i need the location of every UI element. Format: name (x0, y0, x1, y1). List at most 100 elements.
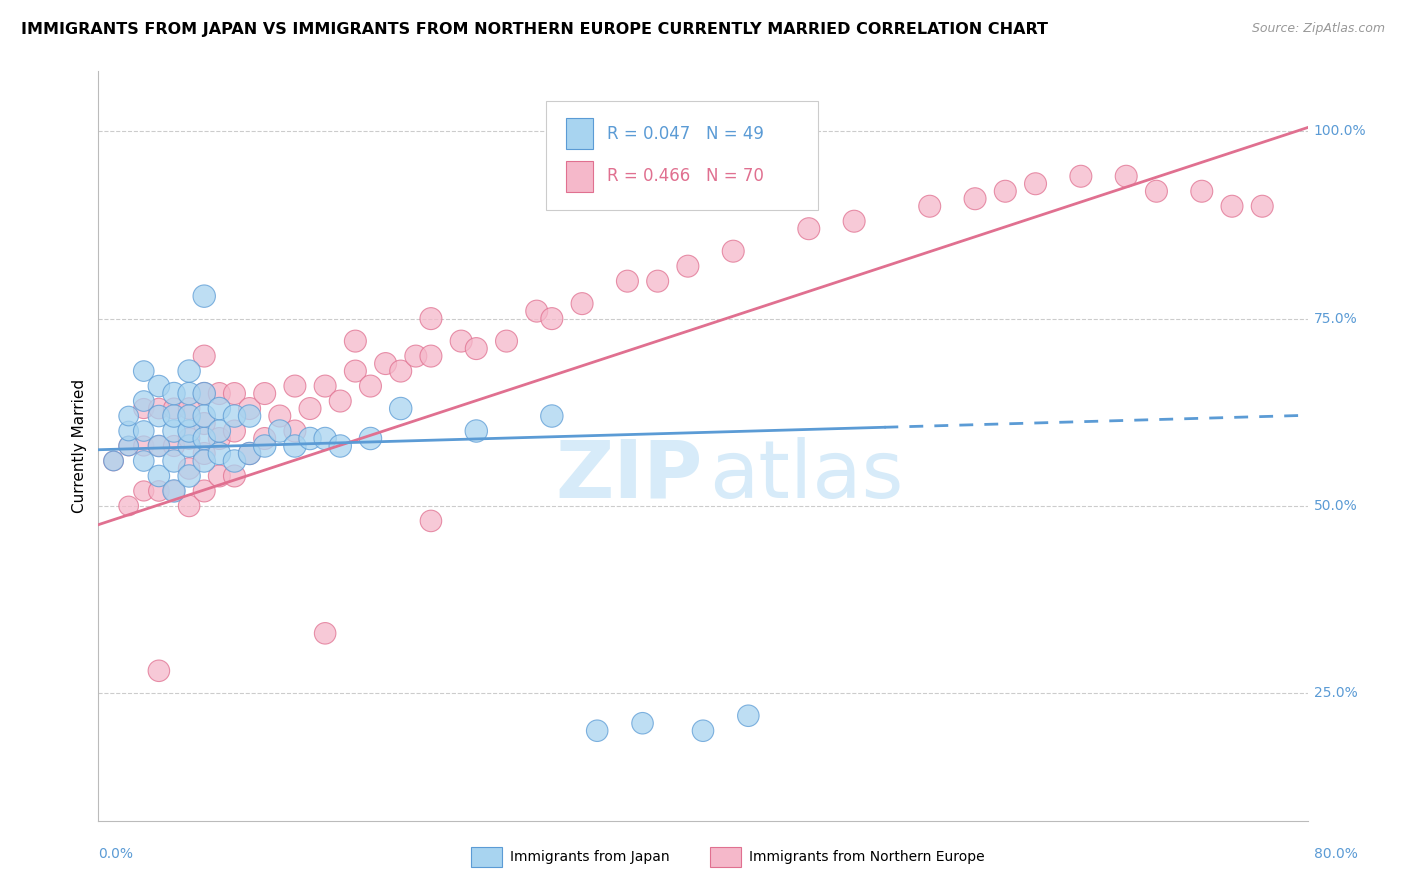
Text: 50.0%: 50.0% (1313, 499, 1357, 513)
Point (737, 708, 759, 723)
Point (132, 483, 155, 498)
Point (163, 424, 186, 438)
Text: Source: ZipAtlas.com: Source: ZipAtlas.com (1251, 22, 1385, 36)
Point (389, 401, 412, 416)
Point (723, 244, 745, 259)
Text: Immigrants from Northern Europe: Immigrants from Northern Europe (749, 850, 986, 864)
Point (374, 357, 396, 371)
Point (571, 296, 593, 310)
Point (360, 432, 382, 446)
Point (118, 439, 141, 453)
Text: 0.0%: 0.0% (98, 847, 134, 861)
Point (299, 432, 322, 446)
Point (132, 424, 155, 438)
Point (179, 469, 201, 483)
Point (1024, 177, 1046, 191)
Point (647, 274, 669, 288)
Point (344, 334, 367, 348)
Text: R = 0.047   N = 49: R = 0.047 N = 49 (607, 125, 765, 143)
Point (148, 439, 170, 453)
Point (179, 364, 201, 378)
Point (253, 432, 276, 446)
Point (148, 379, 170, 393)
Point (239, 446, 262, 460)
Point (329, 439, 352, 453)
Point (314, 379, 336, 393)
Point (208, 401, 231, 416)
Point (329, 394, 352, 409)
Point (224, 409, 246, 423)
Point (269, 409, 291, 423)
Text: 80.0%: 80.0% (1313, 847, 1358, 861)
Point (284, 424, 307, 438)
Point (420, 514, 443, 528)
Point (179, 401, 201, 416)
Point (132, 394, 155, 409)
Point (148, 664, 170, 678)
Point (253, 386, 276, 401)
Point (269, 424, 291, 438)
Point (193, 454, 215, 468)
Point (163, 454, 186, 468)
Point (465, 342, 488, 356)
Point (965, 192, 987, 206)
Text: 25.0%: 25.0% (1313, 686, 1357, 700)
Point (132, 439, 155, 453)
Y-axis label: Currently Married: Currently Married (72, 379, 87, 513)
Point (616, 274, 638, 288)
Point (132, 454, 155, 468)
Point (163, 483, 186, 498)
Point (389, 364, 412, 378)
Point (284, 439, 307, 453)
Point (148, 409, 170, 423)
Point (676, 259, 699, 273)
Point (420, 349, 443, 363)
Point (450, 334, 472, 348)
Point (495, 334, 517, 348)
Point (163, 401, 186, 416)
Point (239, 409, 262, 423)
Point (103, 454, 125, 468)
Text: Immigrants from Japan: Immigrants from Japan (510, 850, 671, 864)
Point (844, 214, 866, 228)
Point (631, 716, 654, 731)
Point (103, 454, 125, 468)
Point (208, 424, 231, 438)
Point (224, 469, 246, 483)
Point (193, 409, 215, 423)
Point (344, 364, 367, 378)
Point (465, 424, 488, 438)
Point (239, 401, 262, 416)
Point (193, 386, 215, 401)
Point (163, 439, 186, 453)
Point (193, 483, 215, 498)
Point (208, 386, 231, 401)
Point (284, 379, 307, 393)
Point (193, 289, 215, 303)
Point (193, 432, 215, 446)
Point (118, 409, 141, 423)
Point (193, 446, 215, 460)
Point (208, 432, 231, 446)
Point (148, 439, 170, 453)
Point (163, 483, 186, 498)
Point (179, 439, 201, 453)
Point (797, 221, 820, 235)
Point (1191, 184, 1213, 198)
Point (208, 446, 231, 460)
Point (1220, 199, 1243, 213)
Point (148, 483, 170, 498)
Text: 100.0%: 100.0% (1313, 124, 1367, 138)
Point (239, 446, 262, 460)
Point (179, 424, 201, 438)
Point (299, 401, 322, 416)
Point (118, 499, 141, 513)
Point (193, 386, 215, 401)
FancyBboxPatch shape (546, 102, 818, 210)
Point (1070, 169, 1092, 184)
Point (360, 379, 382, 393)
Text: IMMIGRANTS FROM JAPAN VS IMMIGRANTS FROM NORTHERN EUROPE CURRENTLY MARRIED CORRE: IMMIGRANTS FROM JAPAN VS IMMIGRANTS FROM… (21, 22, 1047, 37)
Point (540, 409, 562, 423)
Point (179, 386, 201, 401)
Point (148, 401, 170, 416)
